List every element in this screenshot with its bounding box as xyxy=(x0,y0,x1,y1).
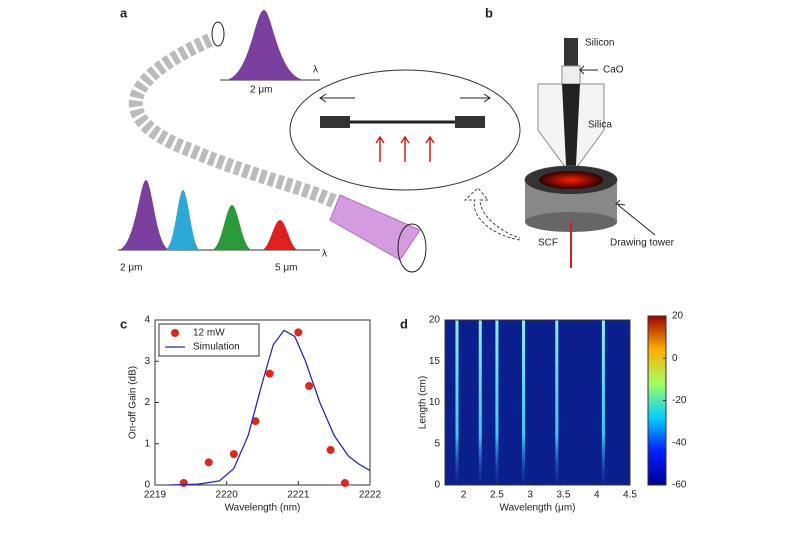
simulation-line xyxy=(169,329,371,486)
data-point xyxy=(294,328,303,337)
panel-label: b xyxy=(485,5,493,20)
axis-symbol: λ xyxy=(322,249,327,260)
y-tick-label: 2 xyxy=(144,397,150,408)
heat-line xyxy=(455,320,459,485)
width-label: 2 μm xyxy=(250,85,272,96)
material-label: SCF xyxy=(538,238,558,249)
colorbar-tick-label: 0 xyxy=(672,353,678,364)
y-tick-label: 4 xyxy=(144,315,150,326)
y-tick-label: 0 xyxy=(144,480,150,491)
data-point xyxy=(229,450,238,459)
y-tick-label: 20 xyxy=(429,315,441,326)
material-label: CaO xyxy=(603,65,624,76)
colorbar-tick-label: -40 xyxy=(672,437,687,448)
panel-label: a xyxy=(120,5,128,20)
x-tick-label: 3 xyxy=(527,490,533,501)
data-point xyxy=(179,478,188,487)
x-tick-label: 2219 xyxy=(144,490,167,501)
x-tick-label: 4 xyxy=(594,490,600,501)
material-label: Silica xyxy=(588,120,612,131)
diagram-b xyxy=(524,38,656,268)
material-label: Silicon xyxy=(585,38,614,49)
data-point xyxy=(204,458,213,467)
legend-label: 12 mW xyxy=(193,328,225,339)
x-axis-label: Wavelength (μm) xyxy=(500,503,576,514)
y-tick-label: 1 xyxy=(144,438,150,449)
axis-symbol: λ xyxy=(313,65,318,76)
x-tick-label: 3.5 xyxy=(557,490,571,501)
y-tick-label: 0 xyxy=(434,480,440,491)
y-axis-label: Length (cm) xyxy=(418,376,429,429)
legend-marker xyxy=(171,329,179,337)
heatmap-bg xyxy=(445,320,630,485)
heat-line xyxy=(522,320,526,485)
y-tick-label: 5 xyxy=(434,438,440,449)
data-point xyxy=(326,445,335,454)
diagram-a xyxy=(118,10,521,273)
data-point xyxy=(265,369,274,378)
x-tick-label: 2.5 xyxy=(490,490,504,501)
width-label: 2 μm xyxy=(120,263,142,274)
y-axis-label: On-off Gain (dB) xyxy=(128,366,139,439)
x-tick-label: 2 xyxy=(461,490,467,501)
data-point xyxy=(340,478,349,487)
x-tick-label: 2221 xyxy=(287,490,310,501)
colorbar-tick-label: -60 xyxy=(672,480,687,491)
panel-label: c xyxy=(120,316,127,331)
heat-line xyxy=(555,320,559,485)
colorbar-tick-label: 20 xyxy=(672,311,684,322)
y-tick-label: 3 xyxy=(144,356,150,367)
x-tick-label: 2222 xyxy=(359,490,382,501)
legend-label: Simulation xyxy=(193,342,240,353)
x-tick-label: 4.5 xyxy=(623,490,637,501)
y-tick-label: 15 xyxy=(429,356,441,367)
y-tick-label: 10 xyxy=(429,397,441,408)
data-point xyxy=(251,417,260,426)
x-tick-label: 2220 xyxy=(216,490,239,501)
x-axis-label: Wavelength (nm) xyxy=(225,503,301,514)
colorbar-tick-label: -20 xyxy=(672,395,687,406)
tower-label: Drawing tower xyxy=(610,238,675,249)
heat-line xyxy=(495,320,499,485)
width-label: 5 μm xyxy=(275,263,297,274)
panel-label: d xyxy=(400,316,408,331)
heat-line xyxy=(601,320,605,485)
heat-line xyxy=(478,320,482,485)
data-point xyxy=(305,382,314,390)
